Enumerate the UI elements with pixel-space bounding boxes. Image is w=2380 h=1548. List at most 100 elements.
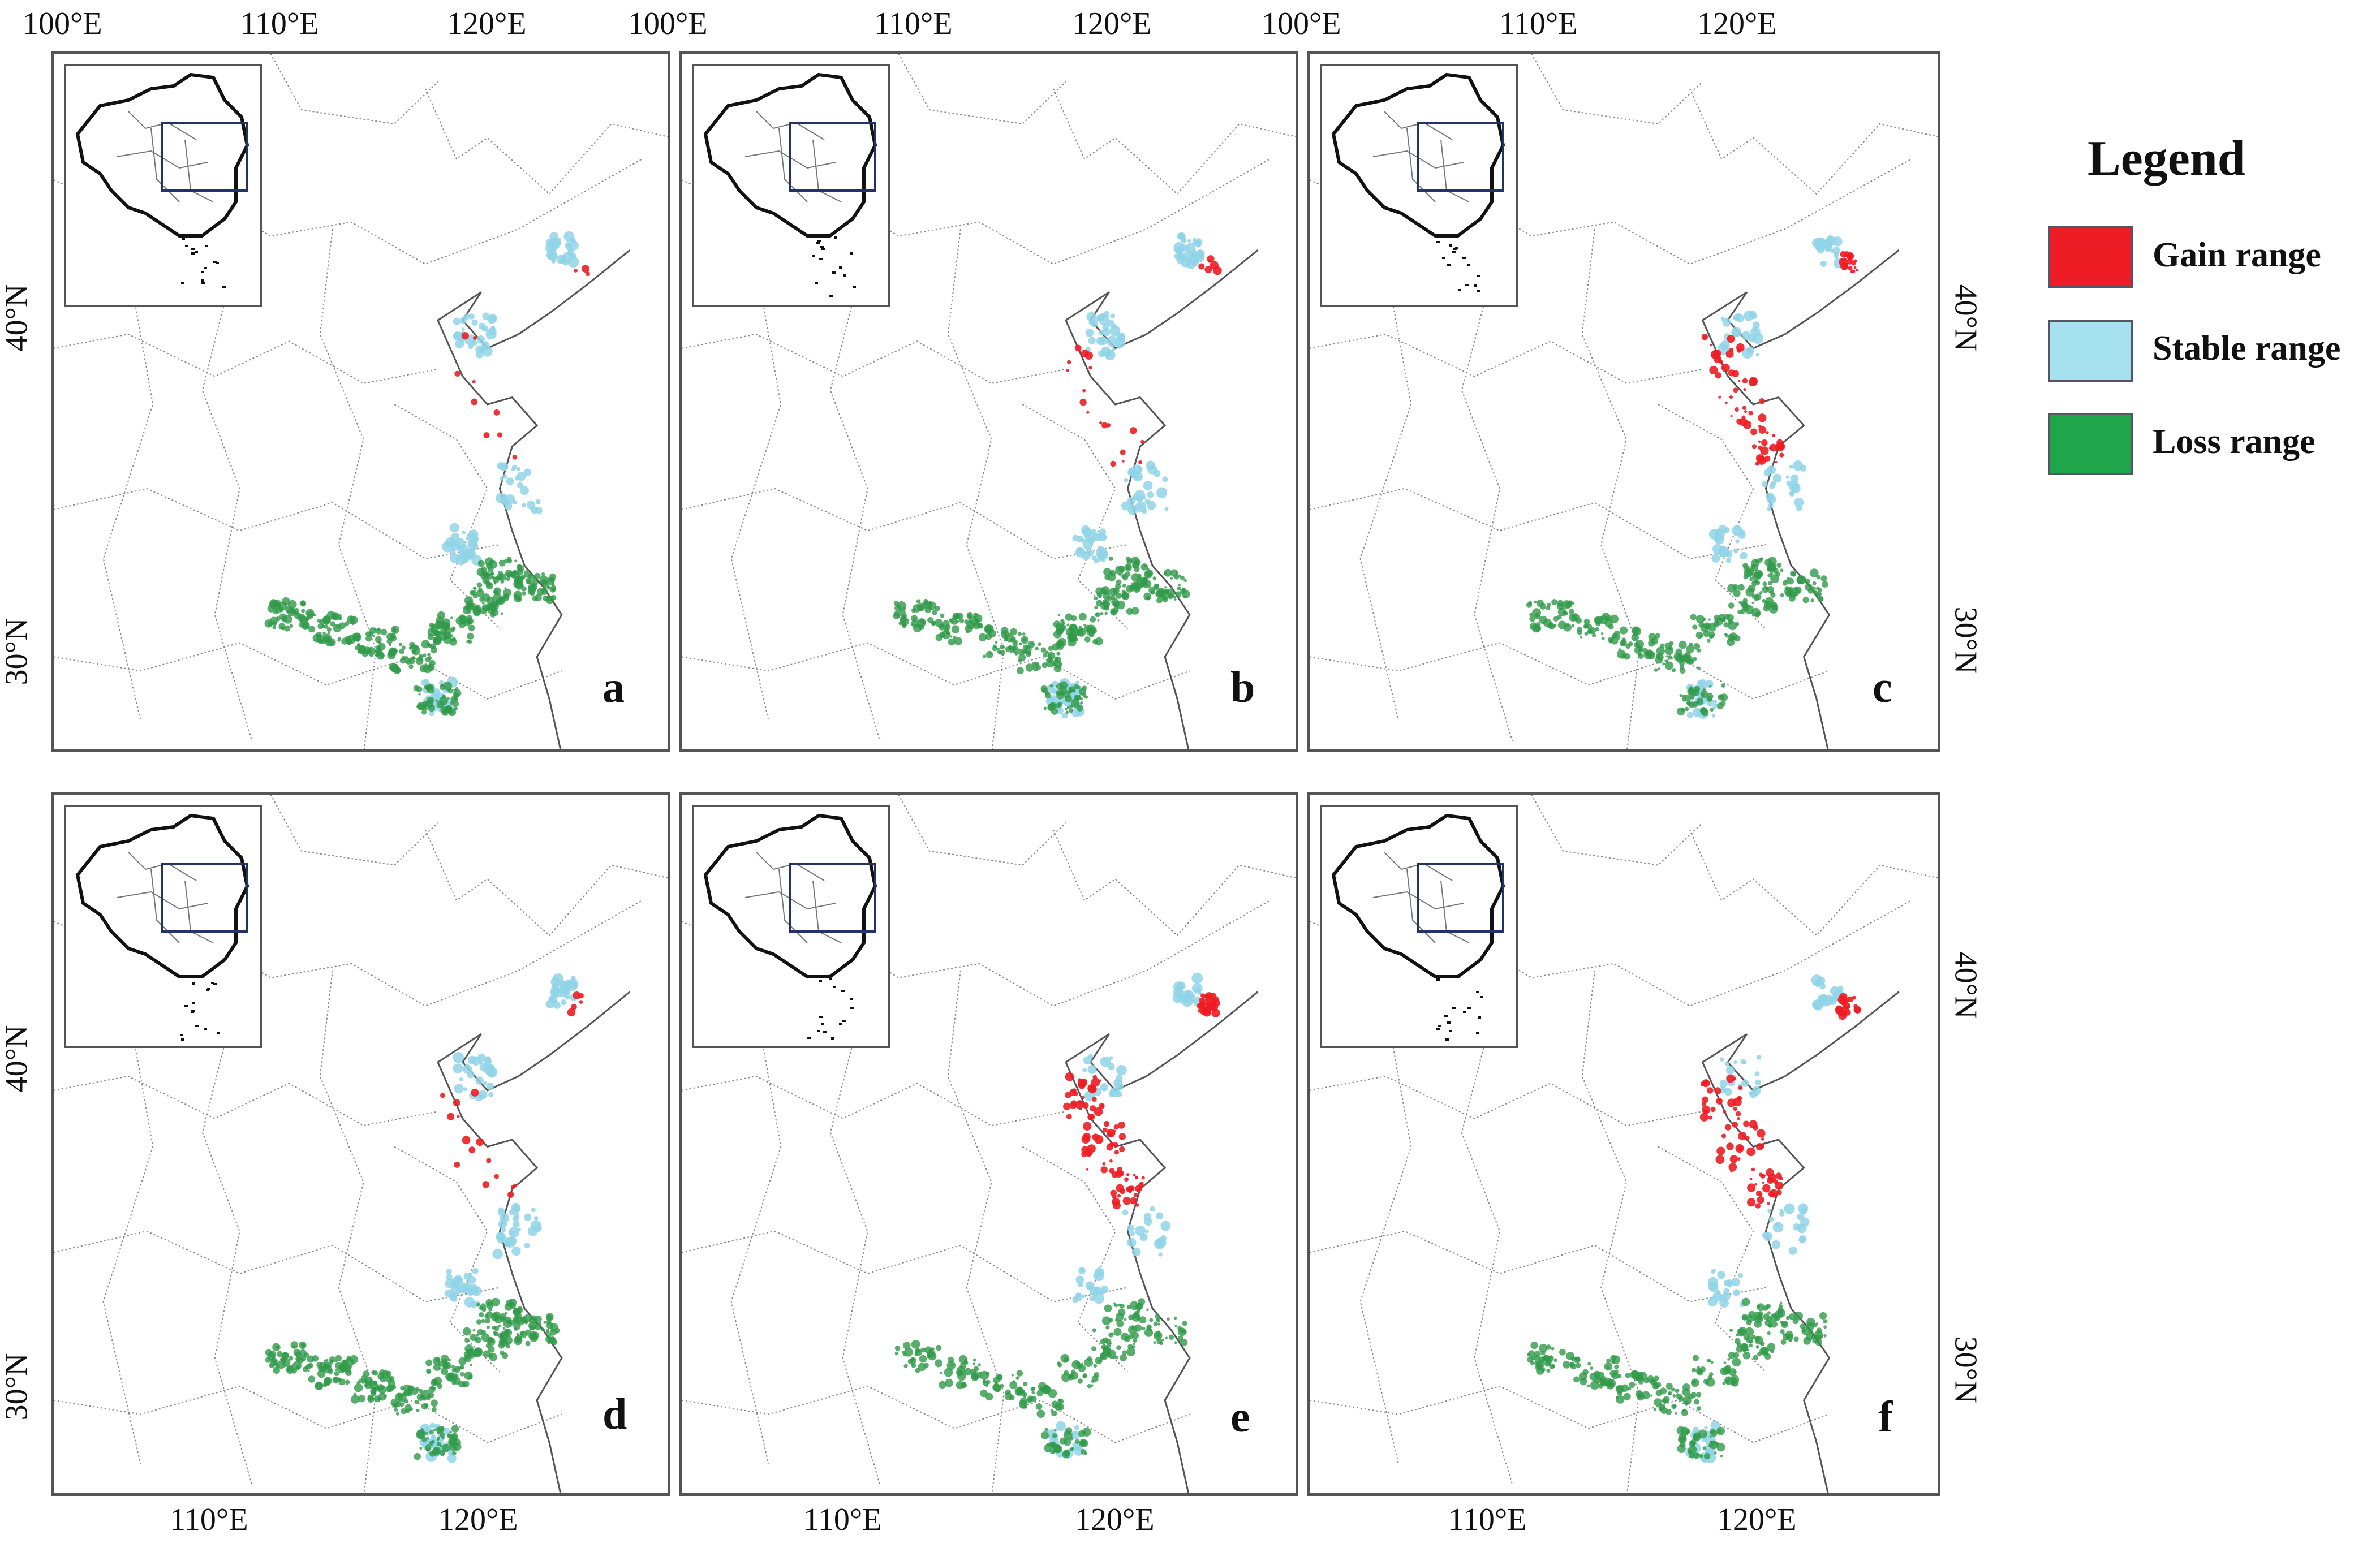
stable-range-b — [1045, 232, 1205, 719]
loss-mark-d-7-22 — [452, 1451, 457, 1456]
loss-mark-b-7-15 — [1067, 690, 1071, 695]
top-lon-label-a-100: 100°E — [23, 6, 102, 41]
loss-mark-e-8-17 — [1146, 1326, 1151, 1331]
loss-mark-b-3-26 — [1052, 643, 1060, 651]
loss-mark-d-1-10 — [325, 1359, 328, 1362]
loss-mark-a-2-18 — [367, 649, 372, 654]
loss-mark-a-1-45 — [346, 639, 352, 645]
loss-mark-c-8-28 — [1764, 559, 1772, 567]
stable-mark-d-3-22 — [560, 999, 567, 1006]
loss-mark-a-7-38 — [416, 702, 425, 711]
loss-mark-a-7-22 — [436, 701, 444, 709]
legend-swatch-stable — [2048, 320, 2133, 382]
loss-mark-e-0-10 — [919, 1355, 927, 1363]
province-boundary-d-1 — [54, 1075, 438, 1127]
stable-mark-c-1-13 — [1796, 505, 1802, 511]
south-sea-island-d-2 — [181, 1038, 184, 1041]
loss-mark-c-0-14 — [1526, 602, 1533, 608]
stable-mark-e-0-16 — [1113, 1079, 1122, 1088]
stable-mark-d-1-16 — [533, 1216, 539, 1221]
loss-mark-a-7-25 — [443, 681, 453, 691]
loss-mark-a-6-15 — [525, 577, 532, 584]
south-sea-island-b-0 — [819, 258, 823, 260]
south-sea-island-c-0 — [1447, 264, 1451, 266]
loss-mark-f-7-23 — [1717, 1429, 1721, 1433]
gain-mark-e-0-25 — [1078, 1078, 1082, 1082]
south-sea-island-f-1 — [1476, 1032, 1479, 1034]
loss-mark-a-2-47 — [388, 643, 391, 646]
loss-range-e — [894, 1298, 1188, 1459]
loss-mark-f-6-20 — [1794, 1312, 1803, 1321]
south-sea-island-d-12 — [217, 1032, 220, 1034]
loss-mark-f-2-30 — [1650, 1394, 1653, 1397]
loss-mark-b-1-27 — [954, 614, 961, 619]
loss-mark-f-5-19 — [1742, 1343, 1748, 1349]
loss-mark-b-1-35 — [966, 629, 970, 633]
loss-mark-d-8-8 — [498, 1324, 501, 1327]
gain-mark-a-2-1 — [483, 432, 490, 439]
loss-mark-d-1-40 — [346, 1356, 351, 1361]
loss-mark-f-4-25 — [1727, 1358, 1731, 1361]
stable-mark-d-1-22 — [535, 1224, 542, 1232]
legend-label-loss: Loss range — [2153, 422, 2316, 461]
legend-label-stable: Stable range — [2153, 329, 2341, 368]
loss-mark-e-0-29 — [894, 1346, 901, 1351]
loss-mark-c-4-10 — [1692, 624, 1698, 630]
loss-mark-b-4-10 — [1066, 623, 1070, 627]
loss-mark-a-3-37 — [408, 658, 415, 665]
loss-mark-f-8-28 — [1757, 1311, 1763, 1317]
gain-mark-b-0-1 — [1074, 344, 1082, 352]
loss-mark-c-0-5 — [1551, 599, 1557, 605]
loss-mark-f-2-29 — [1616, 1395, 1625, 1404]
loss-mark-a-4-42 — [432, 637, 437, 642]
stable-mark-f-1-13 — [1779, 1211, 1785, 1217]
south-sea-island-b-13 — [832, 271, 836, 274]
loss-mark-e-6-25 — [1168, 1334, 1174, 1340]
loss-mark-a-3-34 — [425, 657, 431, 662]
loss-mark-c-3-4 — [1697, 648, 1701, 653]
stable-mark-a-2-27 — [445, 541, 452, 548]
gain-mark-c-0-9 — [1725, 350, 1734, 358]
stable-mark-b-3-23 — [1178, 252, 1185, 260]
south-sea-island-b-1 — [815, 282, 818, 284]
loss-mark-c-6-8 — [1784, 586, 1790, 591]
stable-mark-d-2-27 — [468, 1289, 475, 1295]
loss-mark-f-3-14 — [1684, 1400, 1689, 1405]
stable-mark-a-3-13 — [549, 232, 559, 241]
gain-mark-d-2-4 — [511, 1185, 515, 1189]
gain-mark-b-0-0 — [1066, 369, 1069, 372]
stable-mark-d-2-24 — [451, 1296, 457, 1302]
right-lat-label-f-40: 40°N — [1948, 951, 1983, 1019]
loss-mark-d-2-44 — [375, 1387, 378, 1391]
south-sea-island-c-7 — [1436, 241, 1440, 243]
loss-mark-f-5-17 — [1751, 1334, 1756, 1339]
gain-mark-e-2-5 — [1117, 1193, 1121, 1198]
loss-mark-a-7-42 — [428, 704, 435, 712]
loss-mark-e-3-23 — [1057, 1403, 1065, 1411]
stable-mark-d-1-25 — [514, 1213, 520, 1219]
loss-mark-b-0-38 — [893, 601, 899, 606]
south-sea-island-a-10 — [204, 267, 207, 269]
map-canvas-f — [1310, 795, 1938, 1493]
gain-mark-b-3-3 — [1210, 261, 1219, 270]
loss-mark-e-8-12 — [1117, 1303, 1121, 1307]
loss-mark-a-6-21 — [535, 594, 542, 602]
stable-mark-a-0-25 — [453, 317, 460, 325]
loss-mark-c-8-31 — [1751, 564, 1758, 571]
loss-mark-a-8-44 — [478, 560, 481, 564]
loss-mark-f-6-34 — [1801, 1326, 1810, 1335]
stable-range-c — [1686, 235, 1844, 719]
stable-mark-b-0-23 — [1102, 327, 1111, 337]
loss-mark-c-3-2 — [1671, 668, 1676, 672]
province-boundary-e-8 — [730, 829, 794, 1464]
loss-mark-b-2-27 — [985, 650, 993, 658]
stable-mark-d-0-5 — [464, 1063, 469, 1067]
loss-mark-e-6-17 — [1149, 1318, 1154, 1322]
top-lon-label-b-100: 100°E — [628, 6, 708, 41]
stable-mark-f-1-3 — [1771, 1240, 1781, 1249]
gain-mark-e-3-19 — [1202, 998, 1204, 1001]
gain-mark-d-0-1 — [447, 1113, 455, 1120]
loss-mark-f-1-6 — [1606, 1358, 1611, 1363]
loss-mark-d-3-32 — [408, 1386, 412, 1390]
loss-mark-a-7-12 — [446, 697, 450, 700]
